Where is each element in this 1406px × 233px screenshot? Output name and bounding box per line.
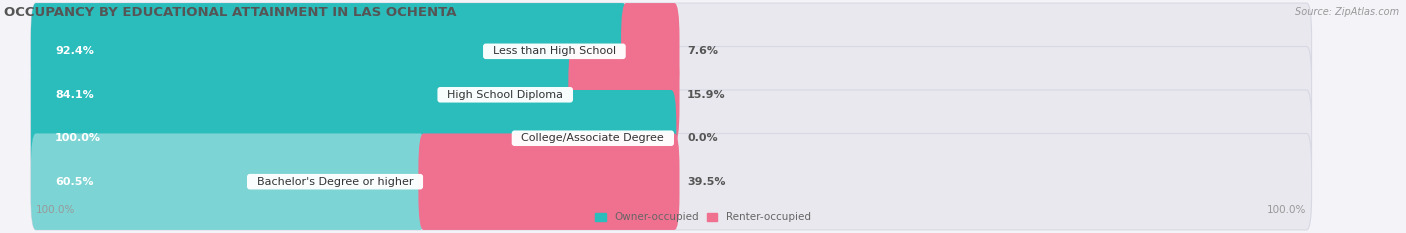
Text: 7.6%: 7.6% [688, 46, 718, 56]
FancyBboxPatch shape [31, 134, 1312, 230]
Text: 100.0%: 100.0% [55, 133, 101, 143]
Text: Bachelor's Degree or higher: Bachelor's Degree or higher [250, 177, 420, 187]
Text: OCCUPANCY BY EDUCATIONAL ATTAINMENT IN LAS OCHENTA: OCCUPANCY BY EDUCATIONAL ATTAINMENT IN L… [4, 6, 457, 19]
Text: 39.5%: 39.5% [688, 177, 725, 187]
FancyBboxPatch shape [621, 3, 679, 99]
Text: 15.9%: 15.9% [688, 90, 725, 100]
Legend: Owner-occupied, Renter-occupied: Owner-occupied, Renter-occupied [595, 212, 811, 222]
Text: 60.5%: 60.5% [55, 177, 93, 187]
Text: 92.4%: 92.4% [55, 46, 94, 56]
Text: High School Diploma: High School Diploma [440, 90, 571, 100]
FancyBboxPatch shape [568, 47, 679, 143]
FancyBboxPatch shape [31, 90, 1312, 186]
FancyBboxPatch shape [31, 47, 575, 143]
FancyBboxPatch shape [31, 47, 1312, 143]
Text: 0.0%: 0.0% [688, 133, 717, 143]
FancyBboxPatch shape [31, 3, 628, 99]
Text: Source: ZipAtlas.com: Source: ZipAtlas.com [1295, 7, 1399, 17]
Text: Less than High School: Less than High School [486, 46, 623, 56]
FancyBboxPatch shape [419, 134, 679, 230]
FancyBboxPatch shape [31, 3, 1312, 99]
FancyBboxPatch shape [31, 90, 676, 186]
Text: College/Associate Degree: College/Associate Degree [515, 133, 671, 143]
Text: 100.0%: 100.0% [37, 205, 76, 215]
Text: 84.1%: 84.1% [55, 90, 94, 100]
Text: 100.0%: 100.0% [1267, 205, 1306, 215]
FancyBboxPatch shape [31, 134, 426, 230]
